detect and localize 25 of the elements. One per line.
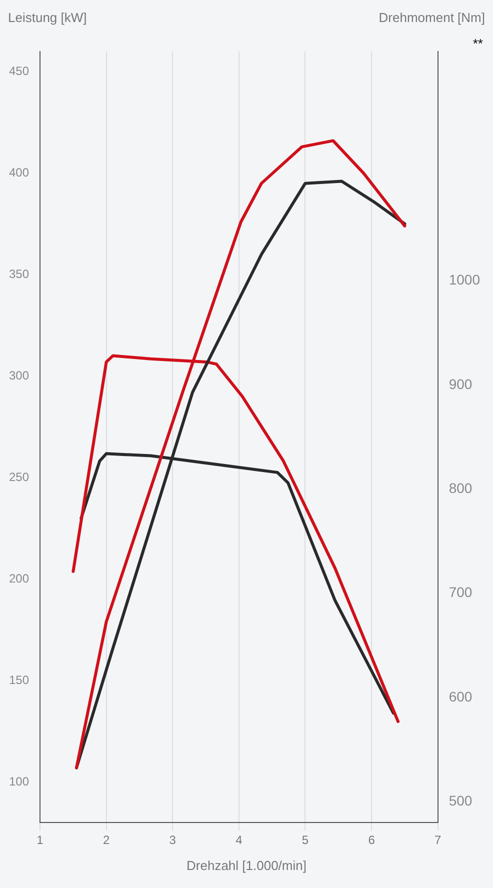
- y-tick-label: 350: [8, 266, 30, 281]
- y2-tick-label: 600: [448, 688, 472, 704]
- x-tick-label: 2: [102, 833, 110, 848]
- x-tick-label: 1: [36, 833, 44, 848]
- y-tick-label: 150: [8, 672, 30, 687]
- y-tick-label: 250: [8, 470, 30, 484]
- x-tick-label: 7: [434, 833, 442, 848]
- x-tick-label: 3: [169, 833, 176, 848]
- x-tick-label: 5: [302, 833, 309, 848]
- y-tick-label: 100: [8, 774, 30, 788]
- x-tick-label: 4: [236, 833, 243, 848]
- y-tick-label: 400: [8, 165, 30, 180]
- y2-tick-label: 500: [448, 792, 472, 809]
- y2-tick-label: 1000: [448, 272, 480, 288]
- y-tick-label: 450: [8, 64, 30, 78]
- y2-tick-label: 900: [448, 376, 472, 392]
- x-tick-label: 6: [368, 833, 376, 848]
- y-axis-title: Leistung [kW]: [8, 10, 87, 25]
- x-axis-title: Drehzahl [1.000/min]: [186, 858, 308, 873]
- y-tick-label: 200: [8, 571, 30, 586]
- y-tick-label: 300: [8, 368, 30, 382]
- y2-tick-label: 700: [448, 584, 472, 600]
- text: **: [472, 36, 483, 51]
- y2-axis-title: Drehmoment [Nm]: [378, 10, 485, 25]
- y2-tick-label: 800: [448, 480, 472, 496]
